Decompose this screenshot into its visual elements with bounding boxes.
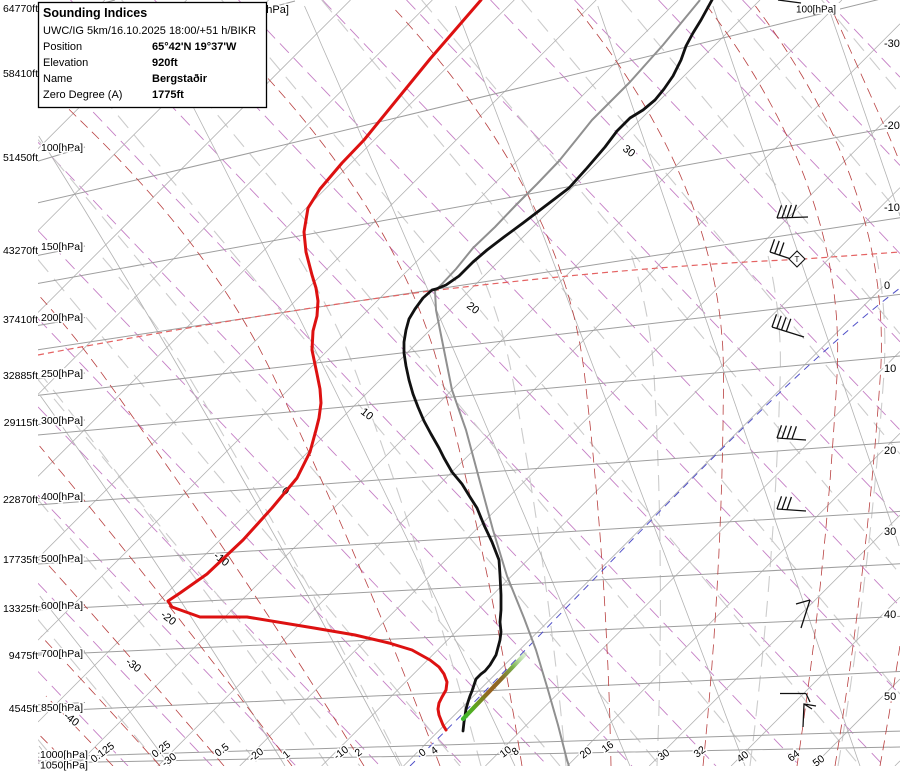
svg-text:29115ft: 29115ft: [4, 417, 38, 429]
svg-text:500[hPa]: 500[hPa]: [41, 553, 83, 565]
svg-text:100[hPa]: 100[hPa]: [796, 5, 836, 16]
svg-text:600[hPa]: 600[hPa]: [41, 600, 83, 612]
svg-text:Bergstaðir: Bergstaðir: [152, 73, 208, 85]
svg-text:T: T: [795, 255, 800, 264]
svg-text:10: 10: [884, 363, 896, 375]
svg-text:200[hPa]: 200[hPa]: [41, 312, 83, 324]
svg-text:9475ft: 9475ft: [9, 650, 38, 662]
svg-text:65°42'N 19°37'W: 65°42'N 19°37'W: [152, 41, 237, 53]
svg-text:Position: Position: [43, 41, 82, 53]
svg-text:300[hPa]: 300[hPa]: [41, 415, 83, 427]
svg-text:100[hPa]: 100[hPa]: [41, 142, 83, 154]
svg-text:UWC/IG 5km/16.10.2025 18:00/+5: UWC/IG 5km/16.10.2025 18:00/+51 h/BIKR: [43, 25, 256, 37]
svg-text:40: 40: [884, 609, 896, 621]
svg-text:Elevation: Elevation: [43, 57, 88, 69]
svg-text:32885ft: 32885ft: [3, 370, 38, 382]
svg-text:20: 20: [884, 445, 896, 457]
svg-text:-10: -10: [884, 202, 900, 214]
svg-text:17735ft: 17735ft: [3, 554, 38, 566]
svg-text:150[hPa]: 150[hPa]: [41, 241, 83, 253]
svg-text:1050[hPa]: 1050[hPa]: [40, 760, 88, 772]
svg-text:400[hPa]: 400[hPa]: [41, 491, 83, 503]
svg-text:22870ft: 22870ft: [3, 494, 38, 506]
svg-text:Zero Degree (A): Zero Degree (A): [43, 89, 122, 101]
svg-text:250[hPa]: 250[hPa]: [41, 368, 83, 380]
svg-text:0: 0: [884, 280, 890, 292]
svg-text:850[hPa]: 850[hPa]: [41, 702, 83, 714]
svg-text:4545ft: 4545ft: [9, 703, 38, 715]
svg-text:Sounding Indices: Sounding Indices: [43, 6, 147, 20]
svg-text:37410ft: 37410ft: [3, 314, 38, 326]
svg-text:43270ft: 43270ft: [3, 245, 38, 257]
svg-text:920ft: 920ft: [152, 57, 178, 69]
svg-text:58410ft: 58410ft: [3, 68, 38, 80]
svg-text:-30: -30: [884, 38, 900, 50]
svg-text:50: 50: [884, 691, 896, 703]
svg-text:13325ft: 13325ft: [3, 603, 38, 615]
svg-text:1775ft: 1775ft: [152, 89, 184, 101]
svg-text:64770ft: 64770ft: [3, 3, 38, 15]
svg-text:-20: -20: [884, 120, 900, 132]
svg-text:51450ft: 51450ft: [3, 152, 38, 164]
svg-text:700[hPa]: 700[hPa]: [41, 648, 83, 660]
svg-text:1000[hPa]: 1000[hPa]: [40, 749, 88, 761]
svg-text:30: 30: [884, 526, 896, 538]
svg-text:Name: Name: [43, 73, 72, 85]
